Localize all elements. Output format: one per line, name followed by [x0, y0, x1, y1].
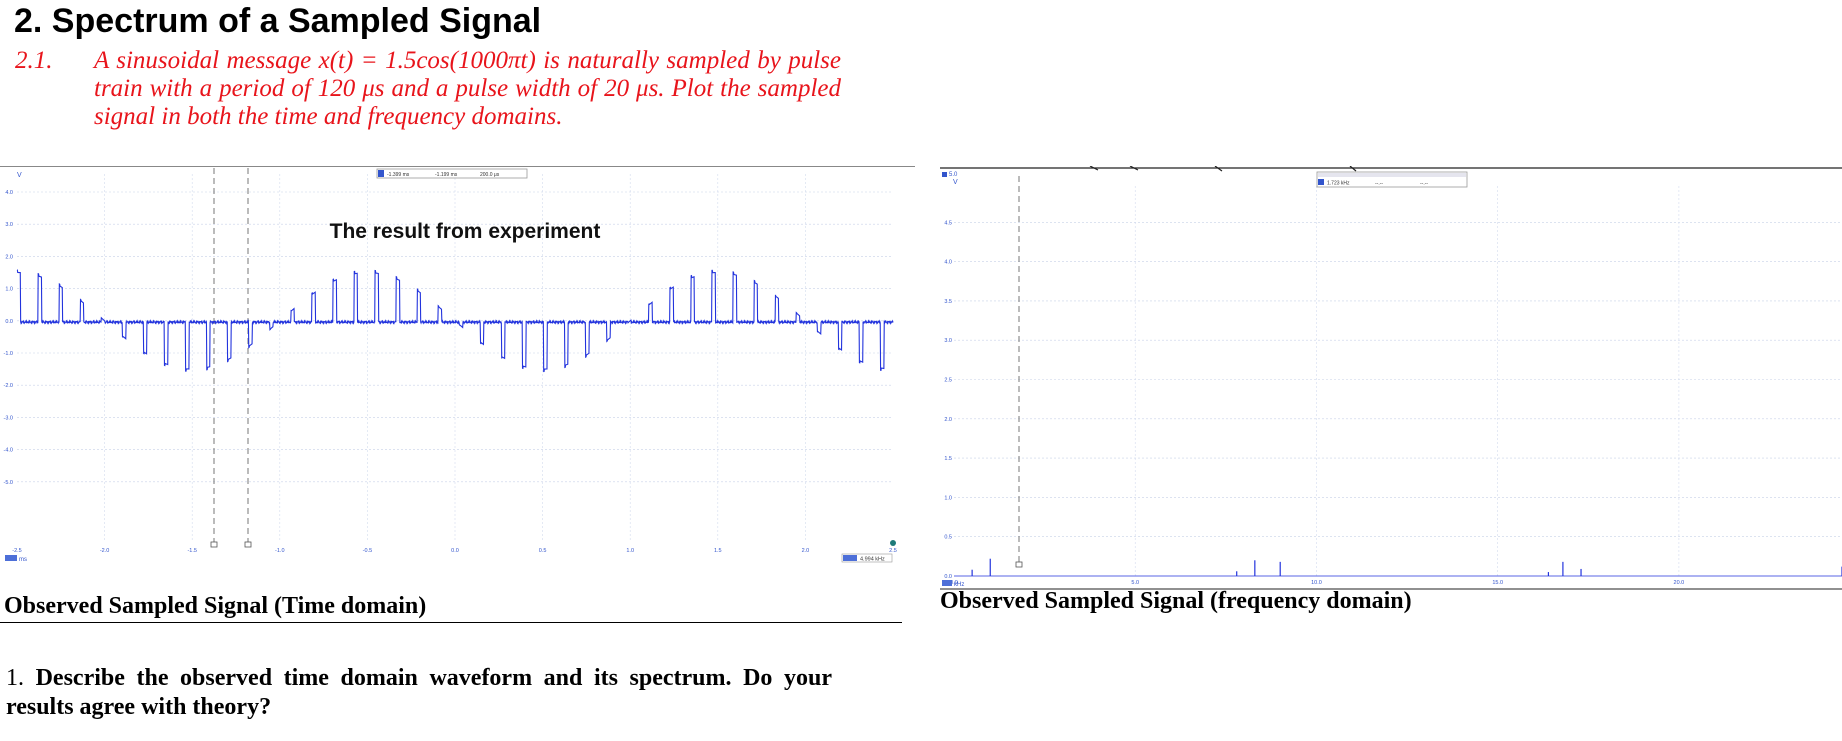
y-tick-label: 2.0	[944, 417, 952, 423]
y-tick-label: -5.0	[4, 480, 13, 486]
x-tick-label: -2.5	[12, 548, 21, 554]
y-tick-label: 2.0	[5, 254, 13, 260]
time-domain-scope: 4.0 3.0 2.0 1.0 0.0 -1.0 -2.0 -3.0 -4.0 -5.0 -2.5…	[0, 166, 915, 569]
y-tick-label: 2.5	[944, 378, 952, 384]
x-tick-label: 10.0	[1311, 580, 1322, 586]
x-unit-label: kHz	[954, 582, 964, 588]
ruler-readout-box: 1.723 kHz --.-- --.--	[1316, 171, 1468, 188]
discussion-question: 1. Describe the observed time domain wav…	[6, 664, 832, 722]
ruler-readout-2: -1.199 ms	[435, 172, 458, 178]
frequency-domain-scope: 4.5 4.0 3.5 3.0 2.5 2.0 1.5 1.0 0.5 0.0 0.0 5.0 10.…	[940, 166, 1842, 593]
question-index: 1.	[6, 665, 24, 691]
x-tick-label: -1.0	[275, 548, 284, 554]
ruler-readout-1: 1.723 kHz	[1327, 181, 1350, 187]
y-tick-label: 1.0	[5, 287, 13, 293]
y-tick-label: 0.0	[5, 319, 13, 325]
freq-readout-badge	[843, 555, 857, 561]
top-value: 5.0	[949, 172, 958, 178]
y-tick-label: -3.0	[4, 415, 13, 421]
x-tick-label: -2.0	[100, 548, 109, 554]
y-tick-label: 4.5	[944, 220, 952, 226]
freq-readout: 4.994 kHz	[860, 557, 885, 563]
frequency-domain-plot: 4.5 4.0 3.5 3.0 2.5 2.0 1.5 1.0 0.5 0.0 0.0 5.0 10.…	[940, 166, 1842, 593]
y-tick-label: 3.0	[5, 222, 13, 228]
time-domain-caption: Observed Sampled Signal (Time domain)	[4, 593, 427, 619]
y-tick-label: 3.0	[944, 338, 952, 344]
y-tick-label: 3.5	[944, 299, 952, 305]
x-tick-label: 2.0	[802, 548, 810, 554]
x-tick-label: 15.0	[1492, 580, 1503, 586]
ruler-handle-1[interactable]	[210, 541, 218, 548]
unit-badge	[5, 555, 17, 561]
ruler-readout-box: -1.399 ms -1.199 ms 200.0 μs	[376, 168, 528, 179]
unit-badge	[942, 580, 952, 586]
y-tick-label: 0.0	[944, 574, 952, 580]
time-domain-plot: 4.0 3.0 2.0 1.0 0.0 -1.0 -2.0 -3.0 -4.0 -5.0 -2.5…	[0, 166, 915, 569]
y-unit-label: V	[953, 179, 958, 186]
ruler-handle-2[interactable]	[244, 541, 252, 548]
x-tick-label: 1.5	[714, 548, 722, 554]
y-unit-label: V	[17, 172, 22, 179]
y-tick-label: -2.0	[4, 383, 13, 389]
experiment-label: The result from experiment	[330, 220, 601, 243]
question-body: Describe the observed time domain wavefo…	[6, 665, 832, 720]
freq-readout-box	[841, 553, 893, 563]
x-tick-label: 20.0	[1674, 580, 1685, 586]
x-tick-label: 5.0	[1131, 580, 1139, 586]
caption-underline	[0, 622, 902, 623]
ruler-readout-3: --.--	[1420, 181, 1428, 187]
question-text: A sinusoidal message x(t) = 1.5cos(1000π…	[94, 47, 841, 130]
y-tick-label: 4.0	[944, 260, 952, 266]
y-tick-label: 0.5	[944, 535, 952, 541]
channel-badge	[942, 172, 947, 177]
x-tick-label: 1.0	[626, 548, 634, 554]
y-tick-label: -4.0	[4, 448, 13, 454]
x-tick-label: 0.0	[950, 580, 958, 586]
ruler-readout-1: -1.399 ms	[387, 172, 410, 178]
y-tick-label: 4.0	[5, 190, 13, 196]
question-number: 2.1.	[15, 47, 53, 74]
y-tick-label: -1.0	[4, 351, 13, 357]
x-tick-label: -1.5	[187, 548, 196, 554]
y-tick-label: 1.5	[944, 456, 952, 462]
x-tick-label: 0.5	[539, 548, 547, 554]
x-unit-label: ms	[19, 557, 27, 563]
ruler-handle[interactable]	[1015, 561, 1023, 568]
time-trace	[16, 269, 894, 373]
x-tick-label: 2.5	[889, 548, 897, 554]
y-tick-label: 1.0	[944, 495, 952, 501]
section-heading: 2. Spectrum of a Sampled Signal	[14, 2, 542, 40]
ruler-readout-2: --.--	[1375, 181, 1383, 187]
ruler-readout-3: 200.0 μs	[480, 172, 500, 178]
x-tick-label: 0.0	[451, 548, 459, 554]
trigger-marker[interactable]	[890, 540, 896, 546]
frequency-domain-caption: Observed Sampled Signal (frequency domai…	[940, 588, 1412, 614]
clipped-text-fragments	[1089, 166, 1357, 172]
x-tick-label: -0.5	[363, 548, 372, 554]
